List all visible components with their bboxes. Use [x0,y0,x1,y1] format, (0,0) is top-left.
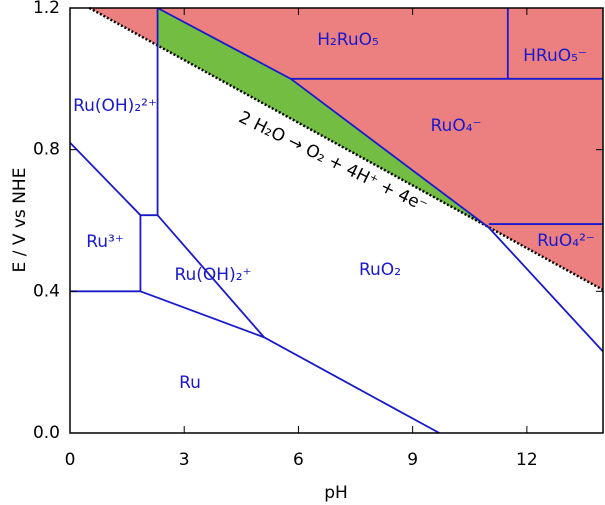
region [157,8,489,228]
plot-frame [69,7,604,434]
phase-boundary [156,214,265,338]
species-label: RuO₄⁻ [431,116,482,136]
species-label: H₂RuO₅ [317,30,379,50]
y-axis-label: E / V vs NHE [10,168,30,273]
species-label: HRuO₅⁻ [523,46,587,66]
x-tick-label: 3 [179,450,190,470]
x-tick-label: 12 [516,450,538,470]
phase-boundary [157,7,604,353]
phase-boundary [139,214,158,292]
x-axis-label: pH [324,483,348,503]
water-line [88,6,604,292]
x-tick-label: 9 [407,450,418,470]
y-tick-label: 0.4 [33,281,60,301]
species-label: Ru [179,373,201,393]
species-label: RuO₄²⁻ [537,231,595,251]
species-label: RuO₂ [359,260,401,280]
phase-boundary [69,141,142,216]
y-tick-label: 0.0 [33,423,60,443]
y-tick-label: 0.8 [33,140,60,160]
x-tick-label: 0 [65,450,76,470]
phase-boundary [140,290,440,434]
species-label: Ru³⁺ [86,232,124,252]
species-label: Ru(OH)₂⁺ [174,265,251,285]
x-tick-label: 6 [293,450,304,470]
y-tick-label: 1.2 [33,0,60,18]
species-label: Ru(OH)₂²⁺ [73,96,157,116]
